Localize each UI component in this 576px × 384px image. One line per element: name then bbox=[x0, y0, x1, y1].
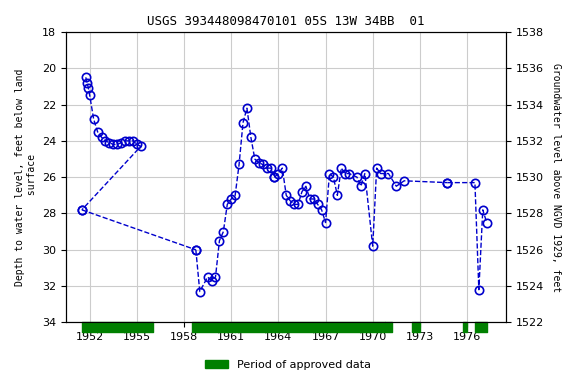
Title: USGS 393448098470101 05S 13W 34BB  01: USGS 393448098470101 05S 13W 34BB 01 bbox=[147, 15, 425, 28]
Y-axis label: Groundwater level above NGVD 1929, feet: Groundwater level above NGVD 1929, feet bbox=[551, 63, 561, 292]
Y-axis label: Depth to water level, feet below land
 surface: Depth to water level, feet below land su… bbox=[15, 68, 37, 286]
Legend: Period of approved data: Period of approved data bbox=[201, 356, 375, 375]
